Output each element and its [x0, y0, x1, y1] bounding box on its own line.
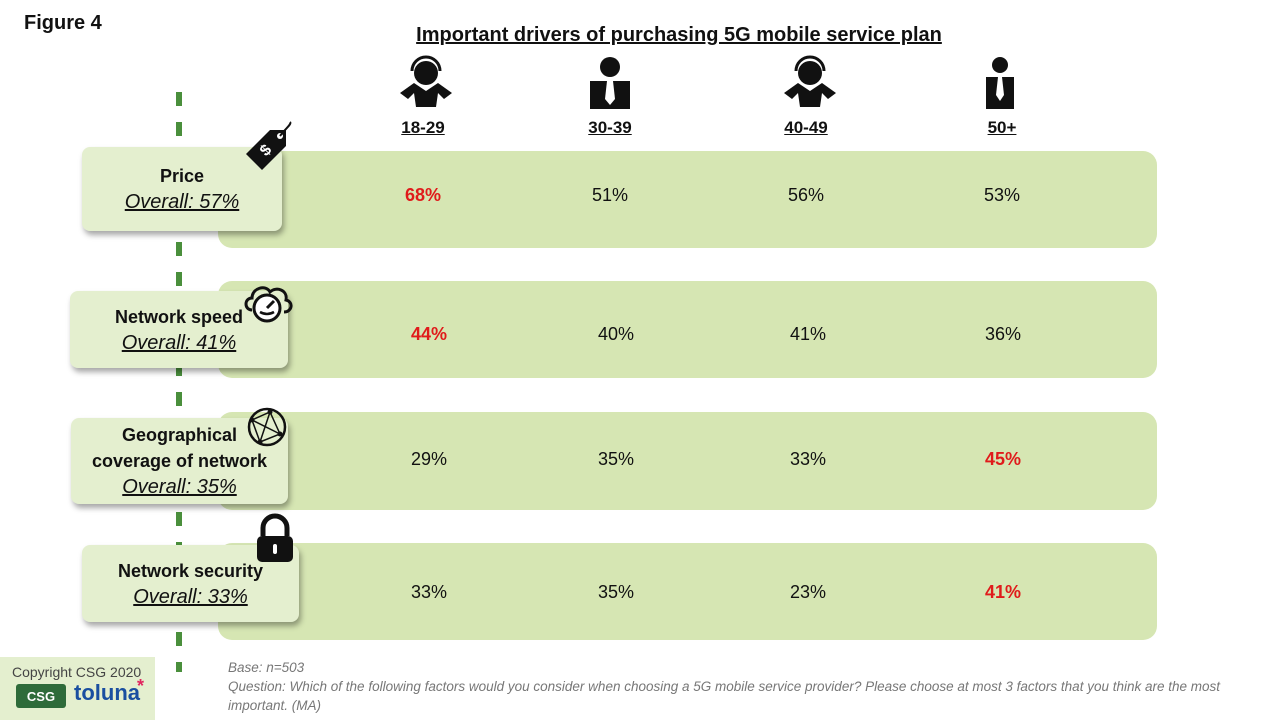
- cell-security-50-plus: 41%: [984, 582, 1022, 602]
- row-band-security: [218, 543, 1157, 640]
- dashed-divider: [176, 92, 182, 672]
- column-header-50-plus: 50+: [987, 118, 1017, 137]
- factor-overall: Overall: 57%: [124, 191, 240, 213]
- cell-security-18-29: 33%: [410, 582, 448, 602]
- globe-network-icon: [247, 407, 287, 447]
- person-headset-icon: [400, 55, 452, 107]
- person-headset-icon: [784, 55, 836, 107]
- cell-coverage-30-39: 35%: [597, 449, 635, 469]
- column-header-30-39: 30-39: [588, 118, 632, 137]
- cell-price-50-plus: 53%: [983, 185, 1021, 205]
- toluna-star-icon: *: [137, 676, 145, 696]
- factor-label-line-1: Geographical: [121, 425, 238, 445]
- cell-speed-40-49: 41%: [789, 324, 827, 344]
- cell-coverage-40-49: 33%: [789, 449, 827, 469]
- toluna-logo: toluna: [74, 680, 140, 705]
- row-band-coverage: [218, 412, 1157, 510]
- csg-logo: CSG: [16, 684, 66, 708]
- factor-overall: Overall: 41%: [121, 331, 237, 354]
- factor-card-coverage: Geographical coverage of network Overall…: [71, 418, 288, 504]
- speedometer-cloud-icon: [244, 286, 293, 323]
- row-band-price: [218, 151, 1157, 248]
- copyright-text: Copyright CSG 2020: [12, 664, 142, 680]
- footnote: Base: n=503 Question: Which of the follo…: [228, 658, 1258, 715]
- padlock-icon: [257, 513, 293, 562]
- factor-card-price: Price Overall: 57%: [82, 147, 282, 231]
- cell-speed-50-plus: 36%: [984, 324, 1022, 344]
- factor-card-network-speed: Network speed Overall: 41%: [70, 291, 288, 368]
- column-header-18-29: 18-29: [401, 118, 445, 137]
- cell-coverage-50-plus: 45%: [984, 449, 1022, 469]
- cell-coverage-18-29: 29%: [410, 449, 448, 469]
- price-tag-icon: $: [246, 121, 292, 170]
- csg-logo-text: CSG: [27, 689, 55, 704]
- factor-label: Price: [159, 166, 205, 186]
- cell-price-30-39: 51%: [591, 185, 629, 205]
- footnote-question: Question: Which of the following factors…: [228, 679, 1221, 713]
- column-header-40-49: 40-49: [784, 118, 828, 137]
- person-tie-icon: [986, 57, 1014, 109]
- factor-label: Network speed: [114, 306, 244, 327]
- person-tie-icon: [590, 57, 630, 109]
- cell-security-40-49: 23%: [789, 582, 827, 602]
- row-band-network-speed: [218, 281, 1157, 378]
- cell-price-40-49: 56%: [787, 185, 825, 205]
- factor-label: Network security: [117, 560, 264, 581]
- factor-label-line-2: coverage of network: [91, 451, 268, 471]
- cell-price-18-29: 68%: [404, 185, 442, 205]
- footnote-base: Base: n=503: [228, 660, 305, 675]
- chart-title: Important drivers of purchasing 5G mobil…: [416, 24, 942, 46]
- factor-overall: Overall: 33%: [133, 585, 248, 608]
- cell-security-30-39: 35%: [597, 582, 635, 602]
- figure-label: Figure 4: [24, 12, 102, 34]
- factor-overall: Overall: 35%: [122, 476, 237, 498]
- cell-speed-30-39: 40%: [597, 324, 635, 344]
- cell-speed-18-29: 44%: [410, 324, 448, 344]
